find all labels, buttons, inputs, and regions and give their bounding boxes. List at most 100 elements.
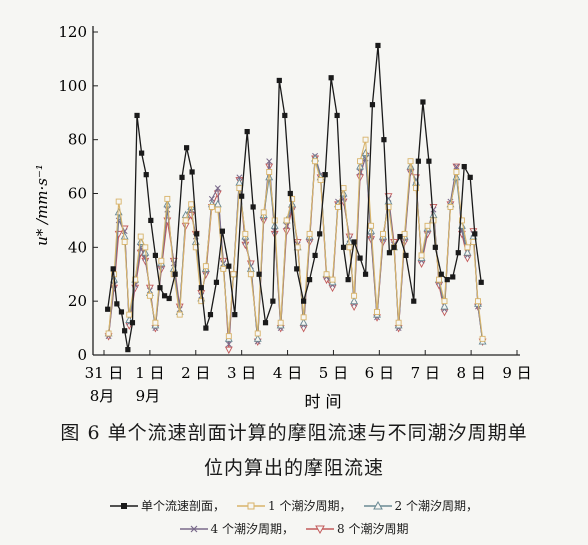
data-point xyxy=(374,308,380,315)
data-point xyxy=(239,193,245,199)
figure-caption-line2: 位内算出的摩阻流速 xyxy=(203,457,384,479)
data-point xyxy=(346,244,353,251)
data-point xyxy=(224,346,233,355)
data-point xyxy=(166,295,172,302)
y-tick-label: 80 xyxy=(68,131,87,149)
data-point xyxy=(115,198,122,205)
series-line xyxy=(108,139,484,339)
data-point xyxy=(300,314,307,321)
data-point xyxy=(385,204,392,210)
series-layer xyxy=(104,42,487,355)
data-point xyxy=(161,293,168,299)
series-0 xyxy=(105,42,484,353)
data-point xyxy=(253,334,262,342)
data-point xyxy=(282,112,288,119)
data-point xyxy=(250,204,256,210)
data-point xyxy=(424,222,431,229)
data-point xyxy=(426,158,432,164)
data-point xyxy=(213,279,220,285)
data-point xyxy=(361,148,370,157)
data-point xyxy=(350,303,359,312)
data-point xyxy=(401,230,408,237)
y-tick-label: 120 xyxy=(58,23,87,41)
x-tick-label: 3 日 xyxy=(227,364,256,382)
data-point xyxy=(230,271,237,278)
y-tick-label: 0 xyxy=(77,346,87,364)
data-point xyxy=(266,158,273,165)
data-point xyxy=(270,298,276,304)
data-point xyxy=(317,177,324,183)
legend-item-8-cycles: 8 个潮汐周期 xyxy=(306,520,408,537)
data-point xyxy=(126,311,133,318)
x-tick-label: 6 日 xyxy=(365,364,394,382)
x-tick-label: 8 日 xyxy=(456,364,485,382)
legend-marker-x-icon xyxy=(179,525,208,532)
data-point xyxy=(182,217,189,224)
data-point xyxy=(440,308,449,317)
legend-item-2-cycles: 2 个潮汐周期， xyxy=(363,497,478,514)
data-point xyxy=(194,231,200,237)
data-point xyxy=(164,195,171,202)
data-point xyxy=(122,328,128,334)
data-point xyxy=(266,169,273,175)
legend-label: 8 个潮汐周期 xyxy=(337,522,409,536)
data-point xyxy=(340,244,347,250)
data-point xyxy=(118,309,125,315)
data-point xyxy=(139,150,145,156)
legend-item-1-cycle: 1 个潮汐周期， xyxy=(237,497,352,514)
data-point xyxy=(256,271,262,277)
data-point xyxy=(220,265,227,272)
data-point xyxy=(461,163,467,170)
x-tick-label: 5 日 xyxy=(319,364,348,382)
chart: 0 20 40 60 80 100 120 31 日 8月 1 日 9月 2 日 3 日 4 日 5 日 6 … xyxy=(33,23,532,410)
data-point xyxy=(317,231,323,237)
data-point xyxy=(380,230,386,237)
legend-row-1: 单个流速剖面， 1 个潮汐周期， 2 个潮汐周期， xyxy=(0,497,588,514)
data-point xyxy=(328,284,337,293)
legend-marker-square-icon xyxy=(110,502,139,509)
data-point xyxy=(294,266,300,272)
data-point xyxy=(464,244,471,251)
legend-label: 单个流速剖面， xyxy=(141,499,226,513)
x-tick-label-month: 8月 xyxy=(90,387,115,405)
data-point xyxy=(142,244,149,251)
data-point xyxy=(450,274,456,280)
data-point xyxy=(322,172,328,178)
data-point xyxy=(236,174,243,181)
data-point xyxy=(436,276,442,283)
data-point xyxy=(479,335,486,342)
data-point xyxy=(198,298,205,305)
data-point xyxy=(438,271,444,277)
data-point xyxy=(172,271,178,277)
data-point xyxy=(375,42,381,49)
data-point xyxy=(110,266,116,272)
data-point xyxy=(276,77,282,84)
data-point xyxy=(207,312,214,318)
data-point xyxy=(312,252,318,259)
data-point xyxy=(277,319,284,326)
data-point xyxy=(214,206,221,213)
y-tick-label: 100 xyxy=(58,77,87,95)
data-point xyxy=(114,301,120,307)
legend-marker-triangle-down-icon xyxy=(306,525,334,534)
data-point xyxy=(242,230,249,237)
data-point xyxy=(189,169,195,175)
data-point xyxy=(299,318,308,326)
data-point xyxy=(340,185,347,192)
y-tick-label: 40 xyxy=(68,238,87,256)
data-point xyxy=(432,244,438,250)
data-point xyxy=(475,298,481,305)
data-point xyxy=(323,271,330,278)
data-point xyxy=(184,145,190,151)
x-tick-label: 2 日 xyxy=(181,364,210,382)
data-point xyxy=(413,185,419,192)
data-point xyxy=(219,228,225,234)
data-point xyxy=(329,276,336,283)
data-point xyxy=(134,112,140,119)
data-point xyxy=(132,276,139,283)
data-point xyxy=(463,248,472,256)
data-point xyxy=(463,255,472,263)
data-point xyxy=(198,285,204,291)
data-point xyxy=(306,277,313,283)
data-point xyxy=(391,244,397,250)
